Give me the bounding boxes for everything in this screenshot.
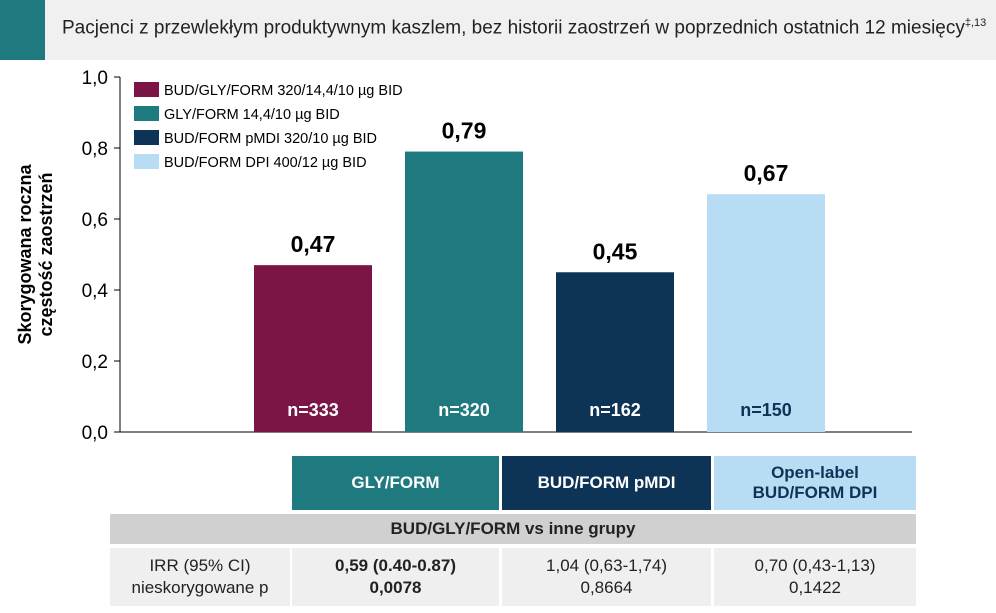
bar — [707, 194, 825, 432]
p-value: 0,0078 — [369, 578, 422, 597]
y-tick-label: 0,0 — [82, 423, 108, 444]
y-tick-label: 0,2 — [82, 352, 108, 373]
page-title: Pacjenci z przewlekłym produktywnym kasz… — [62, 17, 987, 39]
table-header-bud-form-pmdi: BUD/FORM pMDI — [502, 456, 711, 510]
bar — [254, 265, 372, 432]
bar-value-label: 0,47 — [291, 231, 336, 257]
bar-n-label: n=333 — [287, 400, 339, 420]
y-tick-label: 0,6 — [82, 210, 108, 231]
bar — [405, 151, 523, 433]
cell-gly-form: 0,59 (0.40-0.87) 0,0078 — [292, 548, 499, 606]
legend-swatch — [134, 154, 159, 169]
p-value: 0,1422 — [789, 578, 841, 597]
legend-swatch — [134, 130, 159, 145]
legend-label: BUD/FORM pMDI 320/10 µg BID — [164, 131, 377, 147]
irr-value: 0,70 (0,43-1,13) — [754, 556, 876, 575]
table-header-bud-form-dpi: Open-label BUD/FORM DPI — [714, 456, 916, 510]
bar-value-label: 0,45 — [593, 238, 638, 264]
bar-n-label: n=320 — [438, 400, 490, 420]
y-axis-title-line: częstość zaostrzeń — [36, 172, 56, 336]
irr-value: 0,59 (0.40-0.87) — [335, 556, 456, 575]
cell-bud-form-dpi: 0,70 (0,43-1,13) 0,1422 — [714, 548, 916, 606]
bar-value-label: 0,67 — [744, 160, 789, 186]
y-tick-label: 1,0 — [82, 68, 108, 89]
bar-n-label: n=150 — [740, 400, 792, 420]
table-subheader: BUD/GLY/FORM vs inne grupy — [110, 514, 916, 544]
legend-swatch — [134, 82, 159, 97]
cell-bud-form-pmdi: 1,04 (0,63-1,74) 0,8664 — [502, 548, 711, 606]
header-accent — [0, 0, 45, 60]
legend-swatch — [134, 106, 159, 121]
bar — [556, 272, 674, 432]
y-axis-title: Skorygowana rocznaczęstość zaostrzeń — [15, 163, 56, 344]
legend-label: BUD/FORM DPI 400/12 µg BID — [164, 155, 367, 171]
y-tick-label: 0,8 — [82, 139, 108, 160]
bar-chart: 0,0 0,2 0,4 0,6 0,8 1,0 Skorygowana rocznaczęs… — [15, 68, 912, 444]
legend-label: BUD/GLY/FORM 320/14,4/10 µg BID — [164, 83, 403, 99]
header-band — [0, 0, 996, 60]
p-value: 0,8664 — [580, 578, 633, 597]
bar-n-label: n=162 — [589, 400, 641, 420]
row-label-irr: IRR (95% CI) — [149, 556, 251, 575]
bar-value-label: 0,79 — [442, 118, 487, 144]
row-label-p: nieskorygowane p — [131, 578, 269, 597]
table-header-gly-form: GLY/FORM — [292, 456, 499, 510]
row-label-cell: IRR (95% CI) nieskorygowane p — [110, 548, 290, 606]
title-superscript: ‡,13 — [964, 17, 987, 29]
y-tick-label: 0,4 — [82, 281, 109, 302]
irr-value: 1,04 (0,63-1,74) — [546, 556, 667, 575]
y-axis-title-line: Skorygowana roczna — [15, 163, 35, 344]
legend-label: GLY/FORM 14,4/10 µg BID — [164, 107, 340, 123]
